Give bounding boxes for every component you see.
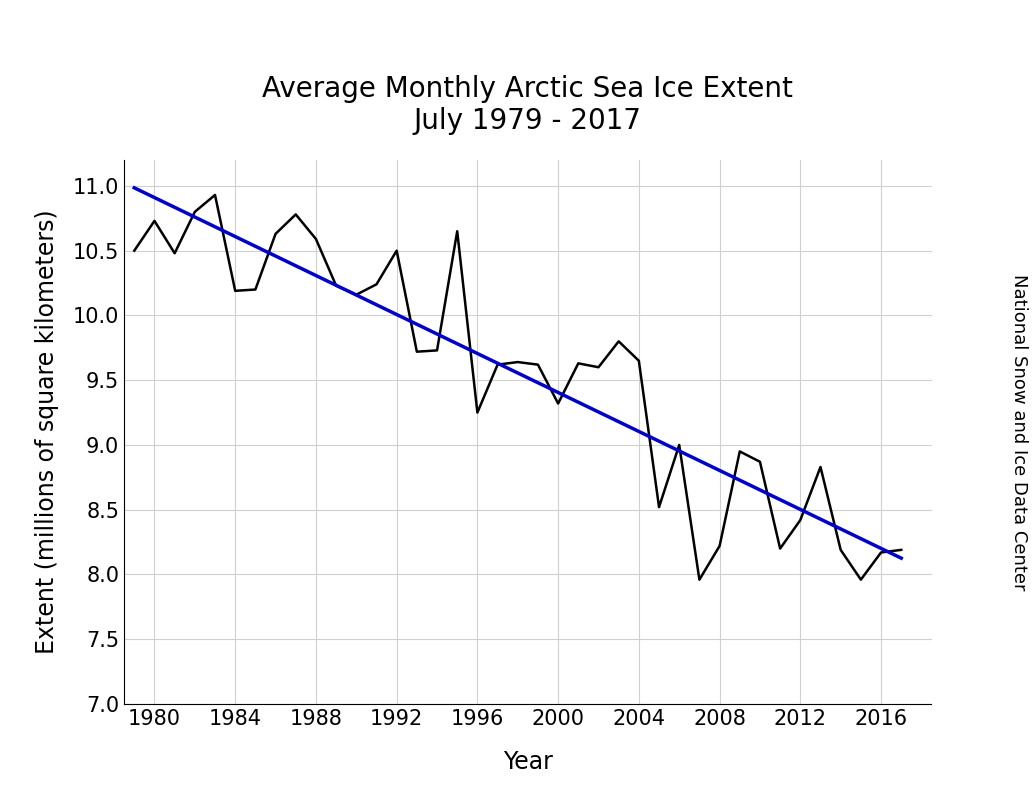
Title: Average Monthly Arctic Sea Ice Extent
July 1979 - 2017: Average Monthly Arctic Sea Ice Extent Ju… xyxy=(263,75,793,135)
X-axis label: Year: Year xyxy=(503,750,553,774)
Y-axis label: Extent (millions of square kilometers): Extent (millions of square kilometers) xyxy=(35,210,59,654)
Text: National Snow and Ice Data Center: National Snow and Ice Data Center xyxy=(1010,274,1029,590)
